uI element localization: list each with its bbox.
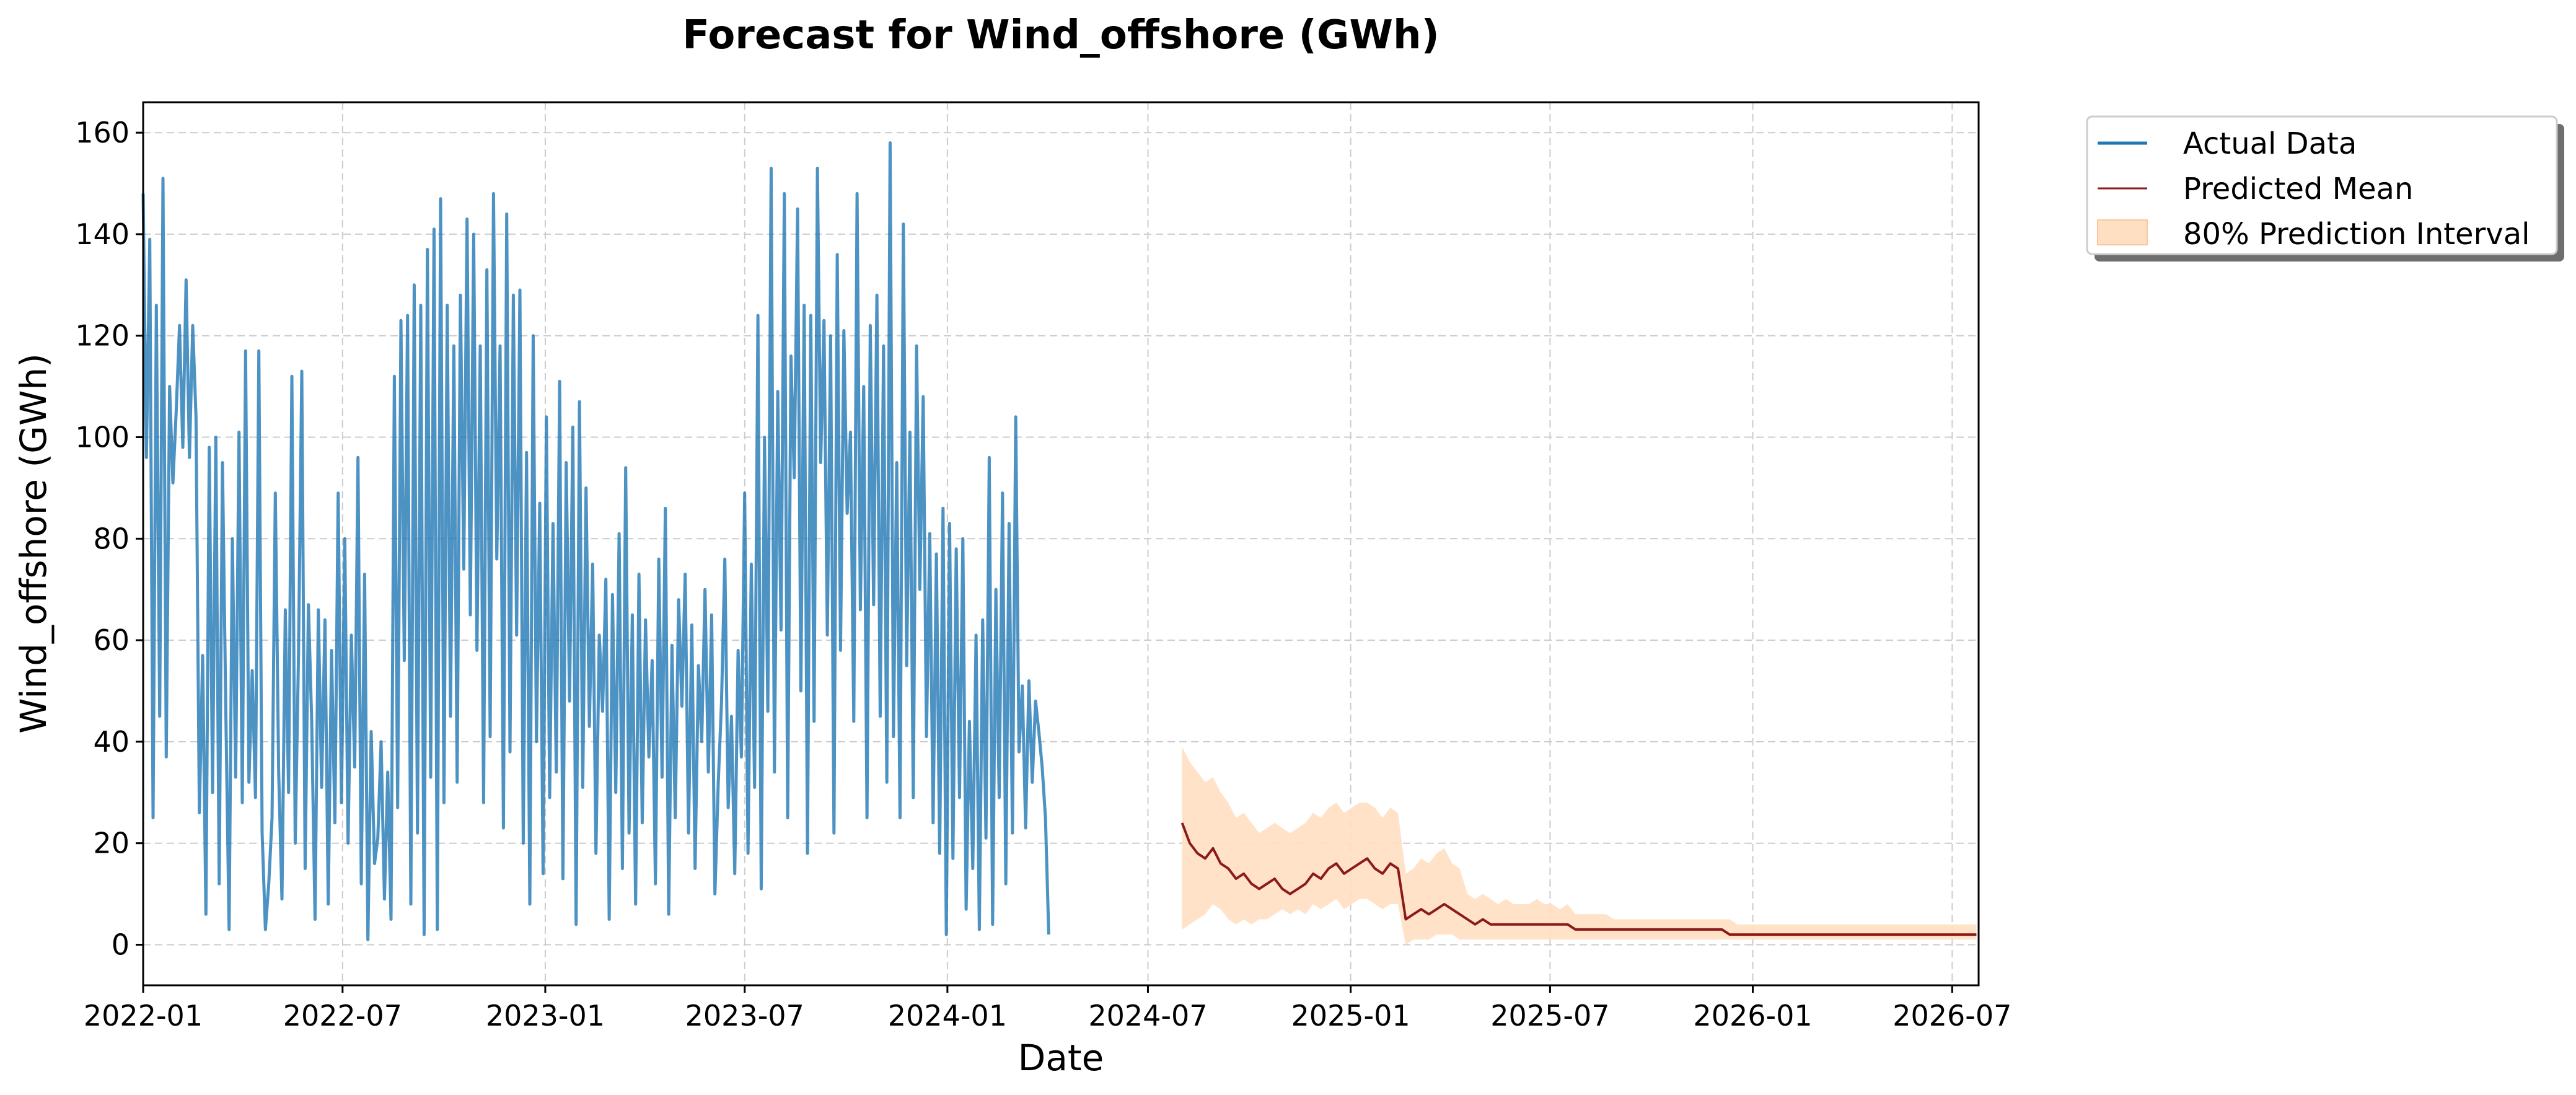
chart-title: Forecast for Wind_offshore (GWh) xyxy=(682,12,1440,58)
y-tick-label: 140 xyxy=(75,218,130,251)
prediction-interval-band xyxy=(1182,747,1977,945)
x-tick-label: 2024-01 xyxy=(888,999,1007,1032)
x-axis-ticks: 2022-01 2022-07 2023-01 2023-07 2024-01 2024-… xyxy=(84,985,2011,1032)
y-tick-label: 160 xyxy=(75,116,130,149)
x-tick-label: 2022-07 xyxy=(283,999,402,1032)
y-tick-label: 60 xyxy=(93,623,130,657)
y-tick-label: 100 xyxy=(75,421,130,454)
legend-label-actual: Actual Data xyxy=(2183,126,2357,161)
x-tick-label: 2023-07 xyxy=(685,999,804,1032)
legend-label-interval: 80% Prediction Interval xyxy=(2183,217,2530,252)
x-tick-label: 2024-07 xyxy=(1088,999,1207,1032)
legend-box xyxy=(2086,115,2558,255)
y-tick-label: 40 xyxy=(93,725,130,759)
legend-swatch-interval xyxy=(2097,219,2148,245)
y-tick-label: 120 xyxy=(75,319,130,353)
legend: Actual Data Predicted Mean 80% Predictio… xyxy=(2086,115,2564,262)
legend-label-predicted: Predicted Mean xyxy=(2183,172,2413,206)
x-tick-label: 2026-01 xyxy=(1693,999,1812,1032)
y-tick-label: 20 xyxy=(93,827,130,860)
x-tick-label: 2025-07 xyxy=(1490,999,1609,1032)
y-axis-ticks: 0 20 40 60 80 100 120 140 160 xyxy=(75,116,143,961)
series-lines xyxy=(141,141,1977,941)
x-tick-label: 2026-07 xyxy=(1892,999,2011,1032)
y-tick-label: 0 xyxy=(112,928,130,961)
x-axis-label: Date xyxy=(1018,1037,1104,1079)
x-tick-label: 2022-01 xyxy=(84,999,203,1032)
prediction-interval-layer xyxy=(1182,747,1977,945)
y-axis-label: Wind_offshore (GWh) xyxy=(12,353,55,734)
actual-data-line xyxy=(141,141,1050,941)
x-tick-label: 2023-01 xyxy=(486,999,605,1032)
x-tick-label: 2025-01 xyxy=(1291,999,1410,1032)
plot-frame xyxy=(142,101,1980,987)
y-tick-label: 80 xyxy=(93,522,130,555)
predicted-mean-line xyxy=(1180,822,1977,936)
